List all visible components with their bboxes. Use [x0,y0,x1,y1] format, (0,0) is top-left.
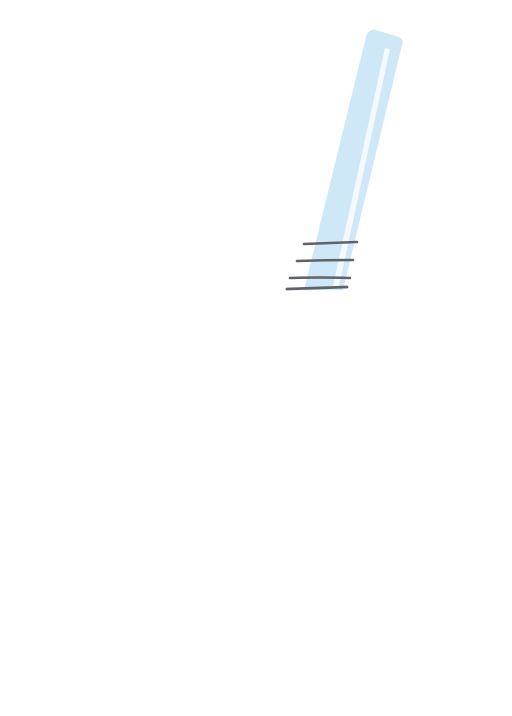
measurement-stripes [285,240,359,291]
stripe-1 [302,240,359,246]
glass-highlight [333,48,390,286]
stripe-3 [288,276,352,280]
glass-body [304,29,403,291]
stripe-4 [285,285,349,291]
stripe-2 [295,258,355,263]
